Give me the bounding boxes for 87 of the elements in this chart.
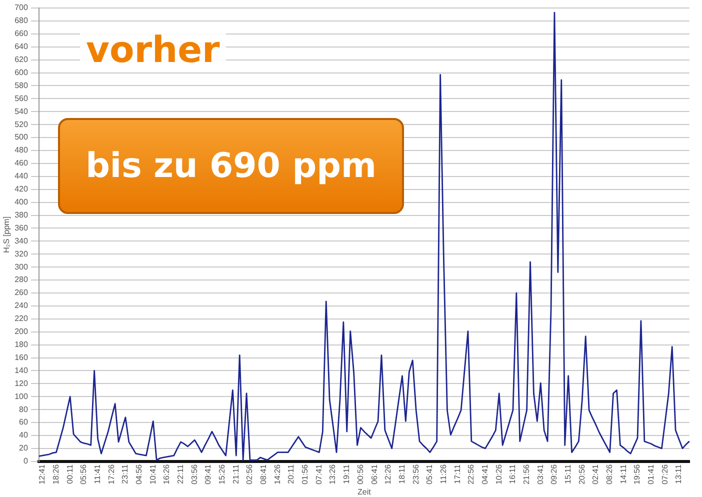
x-tick-label: 09:41 — [204, 464, 213, 484]
x-tick-label: 11:41 — [92, 464, 102, 484]
y-tick-label: 500 — [14, 132, 28, 142]
x-tick-label: 10:41 — [148, 464, 158, 484]
y-tick-label: 100 — [14, 392, 28, 401]
x-tick-label: 08:26 — [605, 464, 614, 484]
y-tick-label: 180 — [14, 340, 28, 349]
y-tick-label: 140 — [14, 366, 28, 375]
x-tick-label: 20:56 — [577, 464, 586, 484]
y-tick-label: 220 — [14, 314, 28, 324]
x-tick-label: 01:41 — [646, 464, 656, 484]
x-tick-label: 16:26 — [162, 464, 172, 484]
y-tick-label: 420 — [14, 184, 28, 194]
x-tick-label: 08:41 — [259, 464, 268, 484]
x-tick-label: 09:26 — [550, 464, 559, 484]
x-tick-label: 04:41 — [480, 464, 490, 484]
x-tick-label: 03:56 — [190, 464, 199, 484]
y-tick-label: 400 — [14, 198, 28, 207]
y-tick-label: 20 — [19, 444, 28, 453]
y-tick-label: 600 — [14, 68, 28, 77]
y-tick-label: 320 — [14, 249, 28, 258]
x-tick-label: 00:11 — [65, 464, 74, 484]
annotation: bis zu 690 ppm — [58, 118, 404, 214]
y-tick-label: 340 — [14, 236, 28, 246]
y-tick-label: 620 — [14, 55, 28, 64]
x-tick-label: 00:56 — [356, 464, 365, 484]
x-tick-label: 05:41 — [425, 464, 434, 484]
x-tick-label: 07:41 — [314, 464, 324, 484]
x-tick-label: 02:56 — [245, 464, 254, 484]
x-tick-label: 22:56 — [466, 464, 476, 484]
x-tick-label: 12:26 — [384, 464, 393, 484]
x-tick-label: 17:11 — [452, 464, 462, 484]
x-axis-title: Zeit — [358, 487, 372, 496]
y-tick-label: 380 — [14, 210, 28, 220]
x-tick-label: 18:11 — [397, 464, 406, 484]
x-tick-label: 11:26 — [438, 464, 448, 484]
x-tick-label: 19:56 — [632, 464, 642, 484]
y-tick-label: 680 — [14, 16, 28, 26]
y-tick-label: 540 — [14, 106, 28, 116]
x-tick-label: 01:56 — [300, 464, 310, 484]
x-tick-label: 20:11 — [286, 464, 296, 484]
x-tick-label: 03:41 — [536, 464, 545, 484]
y-tick-label: 660 — [14, 29, 28, 38]
x-tick-label: 17:26 — [106, 464, 116, 484]
y-tick-label: 40 — [19, 430, 28, 440]
x-tick-label: 16:11 — [508, 464, 518, 484]
x-tick-label: 23:11 — [120, 464, 130, 484]
x-tick-label: 10:26 — [494, 464, 504, 484]
y-tick-label: 160 — [14, 352, 28, 362]
x-tick-label: 07:26 — [660, 464, 670, 484]
x-tick-label: 14:11 — [618, 464, 628, 484]
x-tick-label: 13:26 — [328, 464, 338, 484]
y-tick-label: 280 — [14, 275, 28, 284]
x-tick-label: 13:11 — [674, 464, 684, 484]
x-tick-label: 21:11 — [231, 464, 240, 484]
x-tick-label: 02:41 — [591, 464, 600, 484]
x-tick-label: 12:41 — [38, 464, 47, 484]
x-tick-label: 06:41 — [370, 464, 379, 484]
annotation: vorher — [80, 30, 226, 71]
y-tick-label: 440 — [14, 172, 28, 181]
x-tick-label: 19:11 — [342, 464, 352, 484]
y-tick-label: 260 — [14, 288, 28, 298]
y-tick-label: 460 — [14, 158, 28, 168]
x-tick-label: 21:56 — [522, 464, 531, 484]
x-tick-label: 22:11 — [176, 464, 186, 484]
x-tick-label: 14:26 — [272, 464, 282, 484]
x-tick-label: 15:11 — [564, 464, 573, 484]
y-tick-label: 560 — [14, 94, 28, 103]
y-tick-label: 120 — [14, 378, 28, 388]
x-tick-label: 15:26 — [218, 464, 227, 484]
y-tick-label: 480 — [14, 146, 28, 155]
y-tick-label: 700 — [14, 3, 28, 12]
x-tick-label: 18:26 — [51, 464, 60, 484]
y-tick-label: 80 — [19, 404, 28, 414]
y-tick-label: 360 — [14, 223, 28, 232]
x-tick-label: 04:56 — [134, 464, 144, 484]
y-tick-label: 60 — [19, 418, 28, 427]
y-axis-title: H₂S [ppm] — [2, 216, 12, 253]
y-tick-label: 300 — [14, 262, 28, 272]
x-tick-label: 05:56 — [79, 464, 88, 484]
y-tick-label: 240 — [14, 301, 28, 310]
y-tick-label: 640 — [14, 42, 28, 52]
x-tick-label: 23:56 — [411, 464, 420, 484]
y-tick-label: 0 — [23, 456, 28, 466]
y-tick-label: 200 — [14, 327, 28, 336]
y-tick-label: 520 — [14, 120, 28, 129]
y-tick-label: 580 — [14, 80, 28, 90]
